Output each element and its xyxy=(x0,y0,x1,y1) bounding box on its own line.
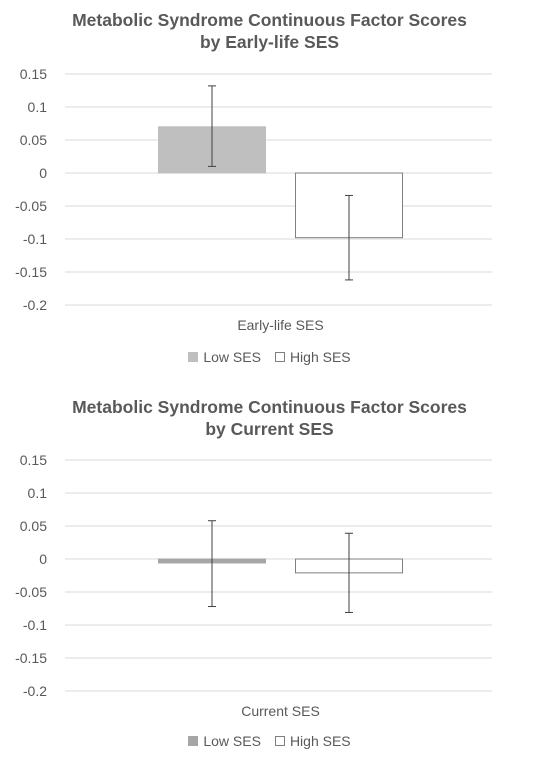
legend-swatch-high-ses xyxy=(274,736,285,746)
chart-title-line-2: by Current SES xyxy=(205,419,334,439)
chart-title-line-2: by Early-life SES xyxy=(199,32,340,52)
x-category-label: Current SES xyxy=(241,703,320,719)
legend-label-low-ses: Low SES xyxy=(203,733,261,749)
y-tick-label: -0.05 xyxy=(15,198,47,214)
legend-item-low-ses: Low SES xyxy=(188,733,261,749)
y-tick-label: -0.2 xyxy=(23,297,47,313)
y-tick-label: -0.15 xyxy=(15,650,47,666)
y-tick-label: -0.1 xyxy=(23,617,47,633)
y-tick-label: 0 xyxy=(39,165,47,181)
legend-swatch-low-ses xyxy=(188,352,199,362)
y-tick-label: -0.2 xyxy=(23,683,47,699)
y-tick-label: -0.05 xyxy=(15,584,47,600)
legend-item-high-ses: High SES xyxy=(274,733,351,749)
legend-label-high-ses: High SES xyxy=(289,733,351,749)
y-tick-label: 0.15 xyxy=(20,452,47,468)
y-tick-label: 0.1 xyxy=(28,485,48,501)
y-tick-label: -0.1 xyxy=(23,231,47,247)
chart-early-life-ses: Metabolic Syndrome Continuous Factor Sco… xyxy=(0,0,539,375)
chart-current-ses: Metabolic Syndrome Continuous Factor Sco… xyxy=(0,386,539,761)
chart-title-line-1: Metabolic Syndrome Continuous Factor Sco… xyxy=(72,10,467,30)
legend-item-high-ses: High SES xyxy=(274,349,351,365)
x-category-label: Early-life SES xyxy=(237,317,323,333)
y-tick-label: 0 xyxy=(39,551,47,567)
chart-title: Metabolic Syndrome Continuous Factor Sco… xyxy=(0,9,539,53)
legend: Low SES High SES xyxy=(0,349,539,365)
y-tick-label: 0.15 xyxy=(20,66,47,82)
legend-label-low-ses: Low SES xyxy=(203,349,261,365)
plot-area: 0.15 0.1 0.05 0 -0.05 -0.1 -0.15 -0.2 Early-life… xyxy=(15,66,492,333)
legend-swatch-low-ses xyxy=(188,736,199,746)
legend-label-high-ses: High SES xyxy=(289,349,351,365)
y-tick-label: -0.15 xyxy=(15,264,47,280)
legend: Low SES High SES xyxy=(0,733,539,749)
legend-item-low-ses: Low SES xyxy=(188,349,261,365)
y-tick-label: 0.1 xyxy=(28,99,48,115)
y-tick-label: 0.05 xyxy=(20,132,47,148)
legend-swatch-high-ses xyxy=(274,352,285,362)
y-tick-label: 0.05 xyxy=(20,518,47,534)
chart-title-line-1: Metabolic Syndrome Continuous Factor Sco… xyxy=(72,397,467,417)
plot-area: 0.15 0.1 0.05 0 -0.05 -0.1 -0.15 -0.2 Current SE… xyxy=(15,452,492,719)
chart-title: Metabolic Syndrome Continuous Factor Sco… xyxy=(0,396,539,440)
